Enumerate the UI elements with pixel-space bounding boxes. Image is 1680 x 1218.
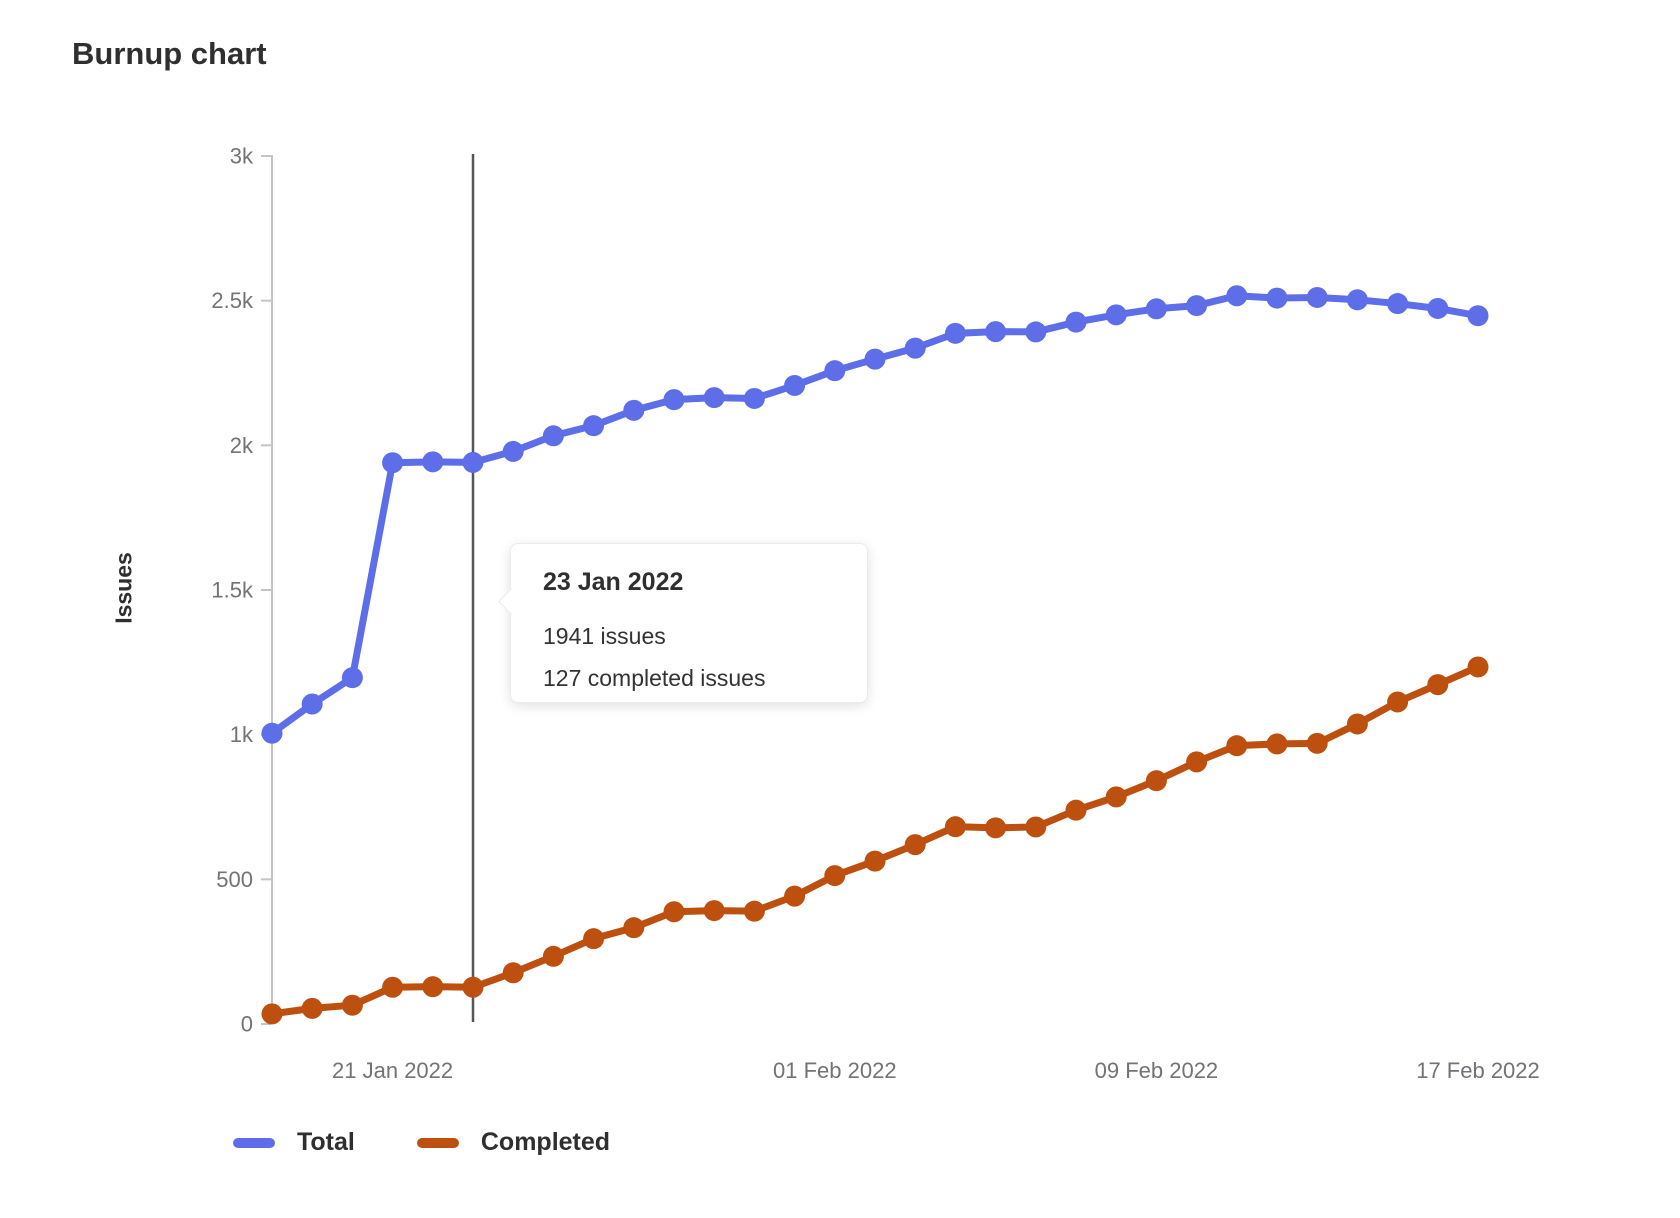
total-data-point[interactable]	[502, 440, 524, 462]
total-data-point[interactable]	[1427, 297, 1449, 319]
total-data-point[interactable]	[1025, 321, 1047, 343]
total-data-point[interactable]	[1467, 305, 1489, 327]
completed-data-point[interactable]	[1145, 770, 1167, 792]
completed-data-point[interactable]	[1105, 786, 1127, 808]
completed-data-point[interactable]	[341, 994, 363, 1016]
legend-label-total: Total	[297, 1128, 355, 1156]
completed-data-point[interactable]	[1346, 713, 1368, 735]
total-data-point[interactable]	[623, 399, 645, 421]
total-data-point[interactable]	[422, 451, 444, 473]
completed-data-point[interactable]	[1467, 656, 1489, 678]
completed-data-point[interactable]	[382, 976, 404, 998]
completed-data-point[interactable]	[1025, 816, 1047, 838]
page-title: Burnup chart	[72, 36, 267, 71]
y-axis-tick-label: 2k	[230, 433, 254, 458]
completed-data-point[interactable]	[462, 976, 484, 998]
completed-data-point[interactable]	[824, 865, 846, 887]
total-data-point[interactable]	[784, 374, 806, 396]
total-data-point[interactable]	[743, 387, 765, 409]
completed-data-point[interactable]	[944, 816, 966, 838]
tooltip: 23 Jan 2022 1941 issues 127 completed is…	[498, 543, 868, 703]
x-axis-tick-label: 17 Feb 2022	[1416, 1058, 1540, 1083]
total-data-point[interactable]	[382, 452, 404, 474]
total-data-point[interactable]	[1266, 287, 1288, 309]
total-data-point[interactable]	[341, 667, 363, 689]
completed-data-point[interactable]	[904, 834, 926, 856]
total-data-point[interactable]	[301, 693, 323, 715]
completed-data-point[interactable]	[703, 900, 725, 922]
completed-data-point[interactable]	[1427, 674, 1449, 696]
total-data-point[interactable]	[583, 415, 605, 437]
total-data-point[interactable]	[1387, 293, 1409, 315]
total-data-point[interactable]	[1145, 298, 1167, 320]
total-data-point[interactable]	[1226, 285, 1248, 307]
y-axis-tick-label: 0	[241, 1012, 253, 1037]
legend-item-completed[interactable]: Completed	[416, 1128, 611, 1157]
total-data-point[interactable]	[542, 425, 564, 447]
total-data-point[interactable]	[864, 348, 886, 370]
completed-data-point[interactable]	[864, 850, 886, 872]
total-data-point[interactable]	[985, 321, 1007, 343]
completed-swatch-icon	[416, 1137, 459, 1148]
completed-data-point[interactable]	[743, 900, 765, 922]
y-axis-tick-label: 3k	[230, 144, 254, 169]
completed-data-point[interactable]	[1065, 799, 1087, 821]
total-data-point[interactable]	[462, 451, 484, 473]
total-data-point[interactable]	[904, 337, 926, 359]
completed-data-point[interactable]	[1186, 751, 1208, 773]
total-data-point[interactable]	[824, 360, 846, 382]
completed-data-point[interactable]	[583, 928, 605, 950]
total-data-point[interactable]	[1105, 304, 1127, 326]
completed-data-point[interactable]	[1387, 691, 1409, 713]
completed-data-point[interactable]	[502, 962, 524, 984]
y-axis-tick-label: 2.5k	[211, 288, 254, 313]
chart-legend: Total Completed	[233, 1128, 610, 1157]
total-swatch-icon	[233, 1137, 275, 1148]
x-axis-tick-label: 09 Feb 2022	[1095, 1058, 1219, 1083]
legend-label-completed: Completed	[480, 1128, 611, 1156]
completed-data-point[interactable]	[985, 817, 1007, 839]
completed-data-point[interactable]	[261, 1003, 283, 1025]
y-axis-tick-label: 1k	[230, 722, 254, 747]
completed-data-point[interactable]	[301, 997, 323, 1019]
total-data-point[interactable]	[1065, 311, 1087, 333]
completed-data-point[interactable]	[1266, 733, 1288, 755]
x-axis-tick-label: 01 Feb 2022	[773, 1058, 897, 1083]
completed-data-point[interactable]	[542, 945, 564, 967]
completed-data-point[interactable]	[663, 901, 685, 923]
legend-item-total[interactable]: Total	[233, 1128, 355, 1157]
completed-data-point[interactable]	[1306, 732, 1328, 754]
total-data-point[interactable]	[261, 722, 283, 744]
total-data-point[interactable]	[663, 389, 685, 411]
x-axis-tick-label: 21 Jan 2022	[332, 1058, 453, 1083]
tooltip-completed-issues: 127 completed issues	[543, 665, 766, 691]
total-data-point[interactable]	[703, 387, 725, 409]
y-axis-tick-label: 1.5k	[211, 578, 254, 603]
completed-data-point[interactable]	[1226, 735, 1248, 757]
y-axis-tick-label: 500	[216, 867, 253, 892]
completed-data-point[interactable]	[623, 917, 645, 939]
completed-data-point[interactable]	[422, 976, 444, 998]
completed-data-point[interactable]	[784, 885, 806, 907]
total-data-point[interactable]	[1346, 289, 1368, 311]
tooltip-total-issues: 1941 issues	[543, 623, 666, 649]
completed-series-line	[268, 663, 1482, 1018]
tooltip-date: 23 Jan 2022	[543, 568, 684, 596]
total-data-point[interactable]	[1306, 286, 1328, 308]
total-data-point[interactable]	[944, 322, 966, 344]
total-data-point[interactable]	[1186, 295, 1208, 317]
